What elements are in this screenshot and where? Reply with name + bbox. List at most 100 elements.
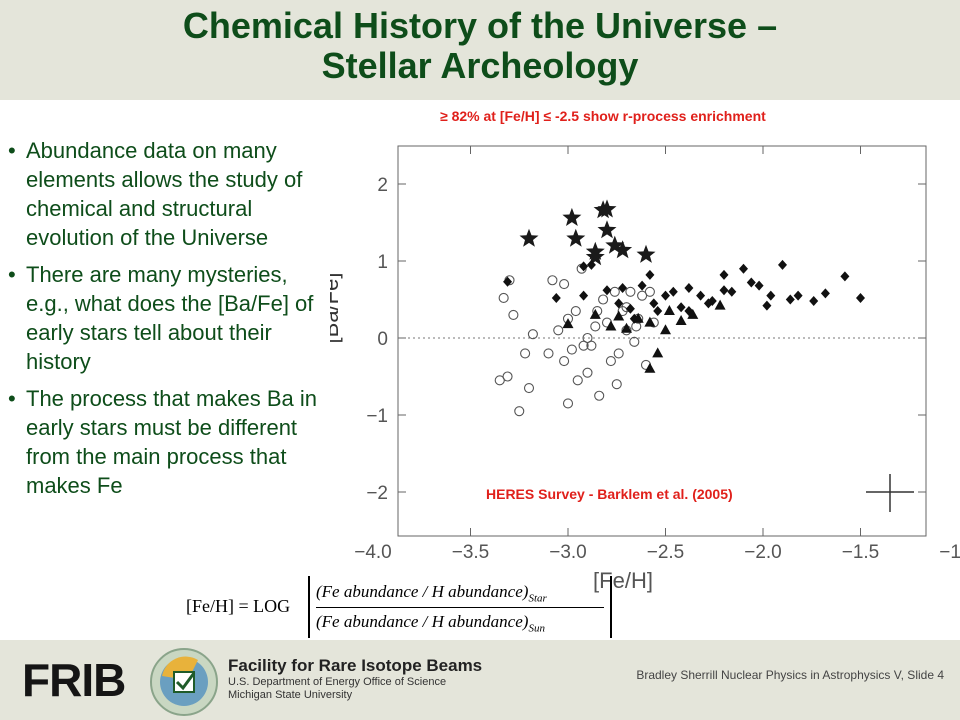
open-circle-point bbox=[605, 356, 616, 367]
open-circle-point bbox=[559, 356, 570, 367]
diamond-point bbox=[820, 288, 830, 299]
title-line-1: Chemical History of the Universe – bbox=[182, 5, 778, 46]
triangle-point bbox=[652, 347, 664, 358]
formula-fraction-bar bbox=[316, 607, 604, 608]
diamond-point bbox=[746, 277, 756, 288]
triangle-point bbox=[621, 322, 632, 333]
bullet-dot-icon: • bbox=[8, 262, 16, 287]
open-circle-point bbox=[547, 275, 558, 286]
diamond-point bbox=[579, 290, 589, 301]
diamond-point bbox=[719, 269, 729, 280]
star-point bbox=[519, 228, 539, 247]
diamond-point bbox=[618, 282, 628, 293]
facility-doe: U.S. Department of Energy Office of Scie… bbox=[228, 676, 447, 688]
bullet-text: Abundance data on many elements allows t… bbox=[26, 138, 303, 250]
bullet-dot-icon: • bbox=[8, 138, 16, 163]
diamond-point bbox=[856, 292, 865, 303]
star-point bbox=[605, 235, 625, 254]
diamond-point bbox=[719, 285, 729, 296]
formula-denominator: (Fe abundance / H abundance)Sun bbox=[316, 612, 545, 635]
triangle-point bbox=[589, 308, 601, 319]
triangle-point bbox=[663, 305, 675, 316]
open-circle-point bbox=[502, 371, 513, 382]
bullet-item: • The process that makes Ba in early sta… bbox=[8, 384, 326, 500]
bullet-list: • Abundance data on many elements allows… bbox=[8, 136, 326, 508]
triangle-point bbox=[644, 316, 656, 327]
open-circle-point bbox=[629, 336, 640, 347]
diamond-point bbox=[727, 286, 737, 297]
facility-block: Facility for Rare Isotope Beams U.S. Dep… bbox=[228, 656, 482, 702]
open-circle-point bbox=[590, 321, 601, 332]
plot-border bbox=[397, 145, 927, 537]
diamond-point bbox=[637, 280, 647, 291]
open-circle-point bbox=[543, 348, 554, 359]
diamond-point bbox=[785, 294, 795, 305]
diamond-point bbox=[653, 306, 663, 317]
diamond-point bbox=[614, 298, 624, 309]
y-tick-label: 1 bbox=[377, 252, 388, 273]
x-tick-label: −2.5 bbox=[647, 542, 685, 563]
triangle-point bbox=[605, 320, 617, 331]
diamond-point bbox=[684, 282, 694, 293]
open-circle-point bbox=[494, 375, 505, 386]
facility-name: Facility for Rare Isotope Beams bbox=[228, 656, 483, 675]
plot-frame bbox=[397, 145, 927, 537]
open-circle-point bbox=[508, 309, 519, 320]
open-circle-point bbox=[582, 367, 593, 378]
triangle-point bbox=[714, 299, 726, 310]
open-circle-point bbox=[598, 294, 609, 305]
diamond-point bbox=[625, 303, 635, 314]
triangle-point bbox=[562, 318, 574, 329]
diamond-point bbox=[586, 259, 596, 270]
title-bar bbox=[0, 0, 960, 100]
bullet-text: The process that makes Ba in early stars… bbox=[26, 386, 318, 498]
open-circle-point bbox=[637, 290, 648, 301]
star-point bbox=[585, 247, 605, 266]
star-point bbox=[566, 228, 586, 247]
diamond-point bbox=[739, 263, 748, 274]
diamond-point bbox=[649, 298, 659, 309]
diamond-point bbox=[661, 290, 670, 301]
diamond-point bbox=[579, 261, 589, 272]
open-circle-point bbox=[594, 390, 605, 401]
star-point bbox=[613, 240, 633, 259]
x-axis-label: [Fe/H] bbox=[593, 568, 653, 593]
frib-wordmark: FRIB bbox=[22, 654, 126, 706]
chart-note: ≥ 82% at [Fe/H] ≤ -2.5 show r-process en… bbox=[440, 108, 766, 124]
x-tick-label: −3.0 bbox=[549, 542, 587, 563]
diamond-point bbox=[503, 276, 513, 287]
bullet-text: There are many mysteries, e.g., what doe… bbox=[26, 262, 314, 374]
title-line-2: Stellar Archeology bbox=[321, 45, 639, 86]
open-circle-point bbox=[559, 279, 570, 290]
open-circle-point bbox=[609, 286, 620, 297]
y-tick-label: 0 bbox=[377, 329, 388, 350]
star-point bbox=[597, 199, 617, 218]
slide-credit: Bradley Sherrill Nuclear Physics in Astr… bbox=[636, 668, 944, 682]
formula-numerator: (Fe abundance / H abundance)Star bbox=[316, 582, 547, 605]
diamond-point bbox=[703, 298, 713, 309]
diamond-point bbox=[762, 300, 772, 311]
diamond-point bbox=[840, 271, 850, 282]
diamond-point bbox=[684, 306, 694, 317]
open-circle-point bbox=[523, 382, 535, 394]
frib-logo-icon bbox=[150, 648, 218, 716]
open-circle-point bbox=[527, 329, 538, 340]
diamond-point bbox=[676, 302, 686, 313]
open-circle-point bbox=[625, 286, 636, 297]
open-circle-point bbox=[566, 344, 577, 355]
open-circle-point bbox=[514, 406, 525, 417]
x-tick-label: −3.5 bbox=[452, 542, 490, 563]
data-marks bbox=[494, 199, 865, 417]
triangle-point bbox=[675, 315, 687, 326]
chart-annotation: HERES Survey - Barklem et al. (2005) bbox=[486, 486, 733, 502]
star-point bbox=[562, 207, 582, 226]
star-point bbox=[636, 244, 656, 263]
open-circle-point bbox=[644, 286, 655, 297]
y-tick-label: −1 bbox=[366, 406, 388, 427]
x-tick-label: −1.0 bbox=[939, 542, 960, 563]
fe-h-formula: [Fe/H] = LOG (Fe abundance / H abundance… bbox=[186, 576, 616, 640]
open-circle-point bbox=[613, 348, 624, 359]
bullet-item: • There are many mysteries, e.g., what d… bbox=[8, 260, 326, 376]
open-circle-point bbox=[498, 292, 509, 304]
open-circle-point bbox=[562, 398, 574, 409]
